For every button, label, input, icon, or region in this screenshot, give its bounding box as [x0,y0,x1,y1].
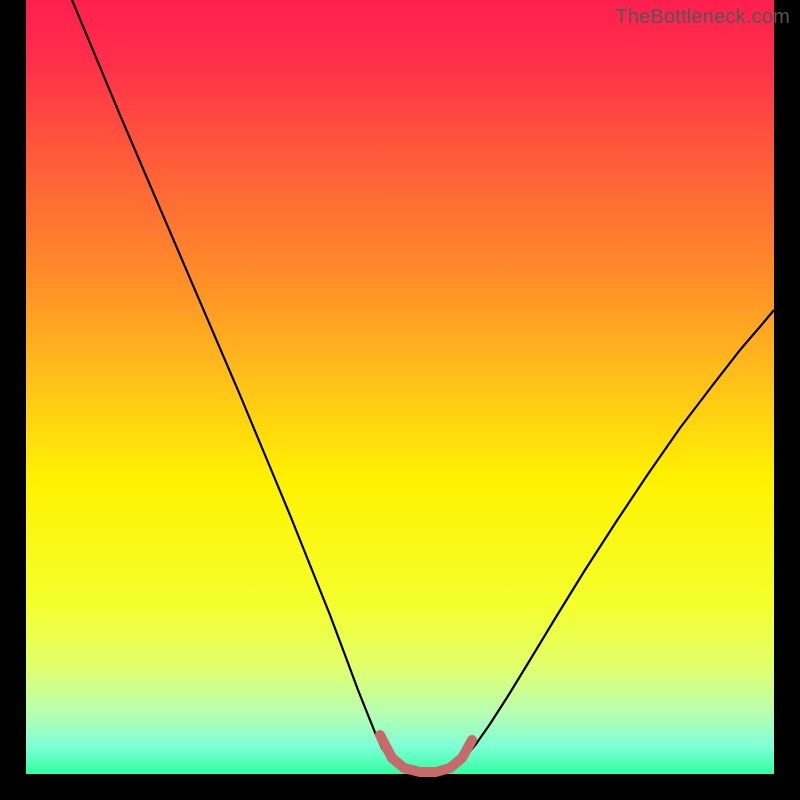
frame-bottom [0,774,800,800]
bottleneck-chart [0,0,800,800]
chart-canvas: TheBottleneck.com [0,0,800,800]
gradient-bg [26,0,774,774]
frame-right [774,0,800,800]
frame-left [0,0,26,800]
watermark-text: TheBottleneck.com [615,6,790,29]
